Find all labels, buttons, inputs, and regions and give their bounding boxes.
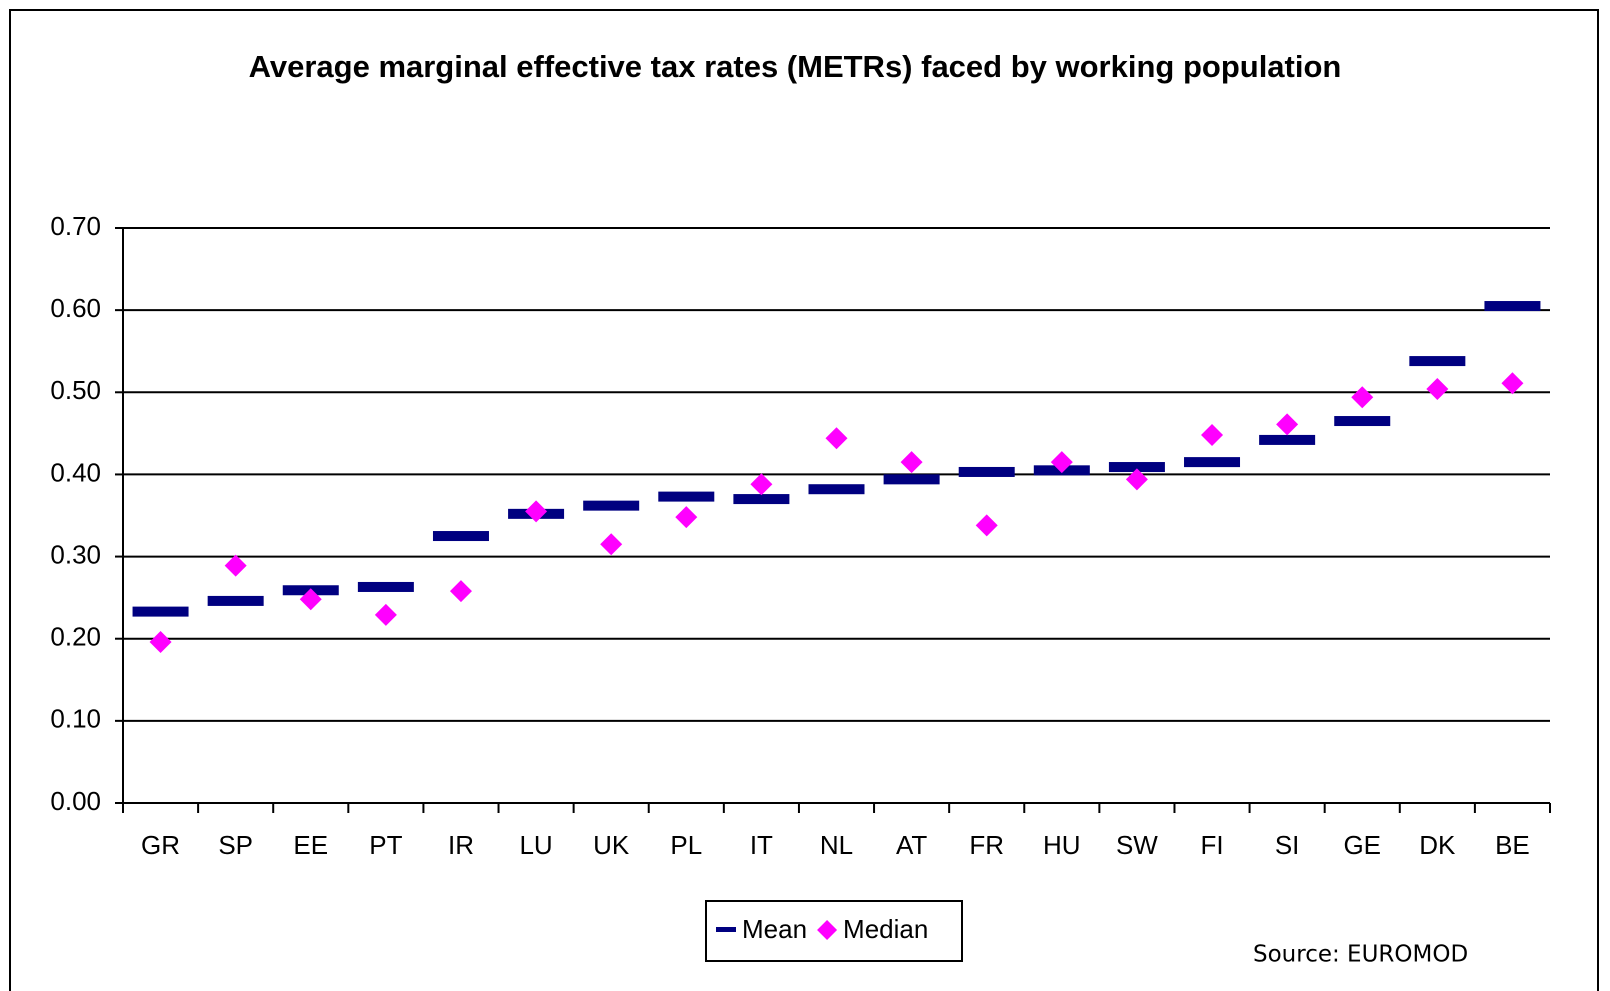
x-tick-label: NL (820, 830, 853, 860)
mean-marker (583, 500, 640, 511)
chart-title: Average marginal effective tax rates (ME… (248, 49, 1342, 84)
mean-marker (1108, 462, 1165, 473)
x-tick-label: IT (750, 830, 773, 860)
legend-swatch (716, 927, 736, 932)
mean-marker (1409, 356, 1466, 367)
median-marker (1351, 386, 1374, 409)
mean-marker (1484, 301, 1541, 312)
median-marker (675, 506, 698, 529)
mean-marker (132, 606, 189, 617)
x-tick-label: AT (896, 830, 927, 860)
x-tick-label: GE (1343, 830, 1381, 860)
median-marker (750, 473, 773, 496)
median-marker (525, 500, 548, 523)
y-tick-label: 0.00 (50, 786, 101, 816)
x-tick-label: SP (218, 830, 253, 860)
y-tick-label: 0.70 (50, 211, 101, 241)
median-marker (374, 603, 397, 626)
legend-label: Mean (742, 914, 807, 944)
median-marker (1501, 372, 1524, 395)
mean-marker (1259, 434, 1316, 445)
mean-marker (883, 474, 940, 485)
chart-border (9, 9, 1599, 991)
median-marker (600, 533, 623, 556)
mean-marker (1184, 457, 1241, 468)
y-tick-label: 0.20 (50, 622, 101, 652)
mean-marker (357, 581, 414, 592)
legend-swatch (817, 920, 838, 940)
x-tick-label: LU (519, 830, 552, 860)
x-tick-label: PL (670, 830, 702, 860)
x-tick-label: DK (1419, 830, 1456, 860)
x-tick-label: FI (1200, 830, 1223, 860)
x-tick-label: SI (1275, 830, 1300, 860)
legend-label: Median (843, 914, 928, 944)
median-marker (1125, 468, 1148, 491)
mean-marker (958, 466, 1015, 477)
x-tick-label: GR (141, 830, 180, 860)
mean-marker (808, 484, 865, 495)
median-marker (1050, 451, 1073, 474)
x-tick-label: EE (293, 830, 328, 860)
mean-marker (207, 595, 264, 606)
mean-marker (658, 491, 715, 502)
x-tick-label: IR (448, 830, 474, 860)
median-marker (1276, 413, 1299, 436)
mean-marker (1334, 416, 1391, 427)
source-note: Source: EUROMOD (1253, 942, 1468, 968)
median-marker (224, 554, 247, 577)
median-marker (299, 588, 322, 611)
mean-marker (733, 494, 790, 505)
median-marker (825, 427, 848, 450)
x-tick-label: HU (1043, 830, 1081, 860)
median-marker (1201, 424, 1224, 446)
y-tick-label: 0.60 (50, 293, 101, 323)
x-tick-label: PT (369, 830, 402, 860)
median-marker (1426, 378, 1449, 400)
y-tick-label: 0.10 (50, 704, 101, 734)
x-tick-label: FR (969, 830, 1004, 860)
median-marker (149, 631, 172, 653)
median-marker (449, 580, 472, 603)
x-tick-label: UK (593, 830, 630, 860)
median-marker (900, 451, 923, 474)
median-marker (975, 514, 998, 537)
x-tick-label: SW (1116, 830, 1158, 860)
y-tick-label: 0.30 (50, 539, 101, 569)
mean-marker (432, 531, 489, 542)
x-tick-label: BE (1495, 830, 1530, 860)
y-tick-label: 0.40 (50, 457, 101, 487)
y-tick-label: 0.50 (50, 375, 101, 405)
